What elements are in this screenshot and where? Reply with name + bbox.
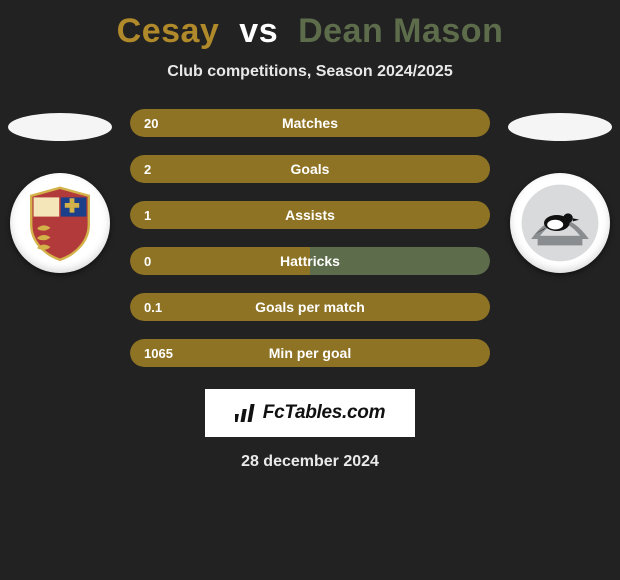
bar-label: Assists — [130, 207, 490, 223]
shield-crest-icon — [20, 183, 100, 263]
subtitle: Club competitions, Season 2024/2025 — [0, 63, 620, 81]
bar-label: Min per goal — [130, 345, 490, 361]
stat-bar: 2Goals — [130, 155, 490, 183]
right-oval-shadow — [508, 113, 612, 141]
brand-text: FcTables.com — [263, 402, 385, 424]
stat-bar: 0Hattricks — [130, 247, 490, 275]
title-vs: vs — [239, 12, 278, 50]
bar-label: Goals — [130, 161, 490, 177]
stat-bar: 1065Min per goal — [130, 339, 490, 367]
stat-bar: 0.1Goals per match — [130, 293, 490, 321]
left-team-badge — [10, 173, 110, 273]
comparison-content: 20Matches 2Goals 1Assists 0Hattricks 0.1Goal… — [0, 109, 620, 367]
right-team-badge — [510, 173, 610, 273]
date-text: 28 december 2024 — [0, 453, 620, 471]
page-title: Cesay vs Dean Mason — [0, 0, 620, 51]
left-oval-shadow — [8, 113, 112, 141]
stat-bars: 20Matches 2Goals 1Assists 0Hattricks 0.1Goal… — [130, 109, 490, 367]
title-player2: Dean Mason — [298, 12, 503, 50]
right-team-column — [500, 109, 620, 273]
bar-label: Goals per match — [130, 299, 490, 315]
brand-box: FcTables.com — [205, 389, 415, 437]
title-player1: Cesay — [117, 12, 220, 50]
bar-label: Matches — [130, 115, 490, 131]
bars-logo-icon — [235, 402, 259, 424]
stat-bar: 20Matches — [130, 109, 490, 137]
magpie-arch-icon — [520, 183, 600, 263]
bar-label: Hattricks — [130, 253, 490, 269]
left-team-column — [0, 109, 120, 273]
stat-bar: 1Assists — [130, 201, 490, 229]
